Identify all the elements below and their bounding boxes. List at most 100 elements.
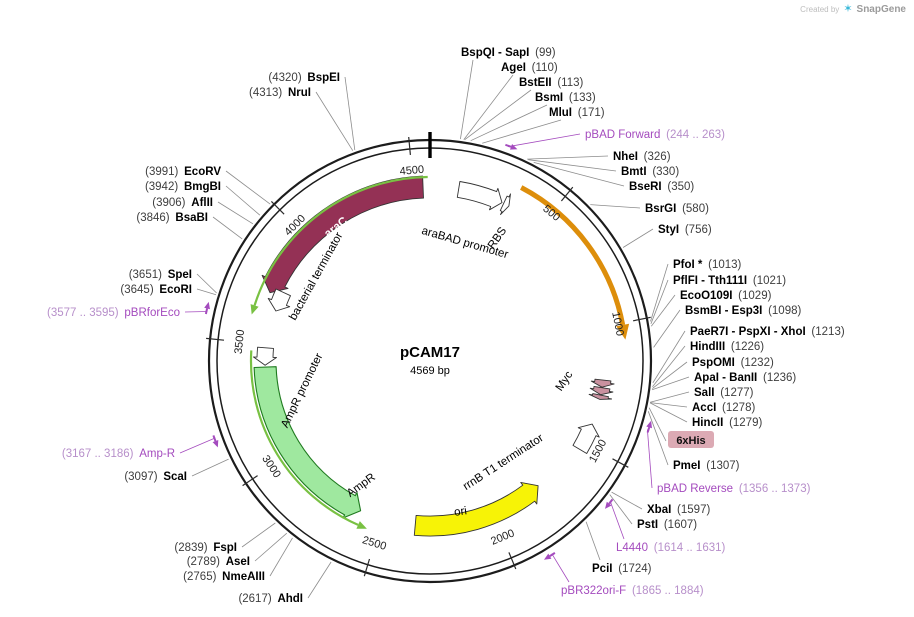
site-label-ecorv: (3991) EcoRV (145, 166, 221, 178)
feature-rbs (499, 193, 511, 216)
tick-mark (408, 136, 411, 155)
callout-line (652, 361, 688, 389)
callout-line (652, 345, 686, 387)
callout-line (533, 162, 625, 187)
feature-his-tag (588, 393, 613, 400)
callout-line (212, 216, 243, 240)
callout-line (653, 309, 681, 348)
site-label-nhei: NheI (326) (613, 151, 671, 163)
tick-label: 500 (540, 203, 562, 224)
site-label-bspqi-sapi: BspQI - SapI (99) (461, 47, 556, 59)
callout-line (179, 437, 216, 454)
feature-arc-orf (520, 185, 626, 326)
primer-arrow-amp-r (212, 435, 217, 442)
feature-bacterial-terminator (267, 288, 291, 312)
callout-line (650, 279, 669, 324)
feature-label-ampr-promoter: AmpR promoter (279, 351, 325, 429)
primer-arrowhead-pbrforeco (204, 301, 210, 310)
site-label-hincii: HincII (1279) (692, 417, 762, 429)
tick-label: 3500 (233, 329, 247, 355)
site-label-bsrgi: BsrGI (580) (645, 203, 709, 215)
primer-label-pbr322ori-f: pBR322ori-F (1865 .. 1884) (561, 585, 704, 597)
feature-rrnb-t1-terminator (572, 423, 600, 454)
feature-arc-ampr-gene-arc (249, 350, 359, 526)
feature-label-rrnb-t1-terminator: rrnB T1 terminator (461, 432, 546, 493)
primer-arrow-pbad-forward (505, 143, 512, 148)
callout-line (217, 201, 254, 225)
callout-line (460, 59, 474, 140)
callout-line (184, 311, 208, 313)
feature-myc-1 (590, 378, 615, 388)
site-label-bspei: (4320) BspEI (268, 72, 340, 84)
feature-arrowhead-orf (616, 323, 630, 340)
callout-line (254, 532, 288, 562)
callout-line (344, 76, 356, 151)
his-tag-label-box (668, 431, 714, 448)
site-label-mlui: MluI (171) (549, 107, 605, 119)
tick-mark (242, 475, 258, 487)
callout-line (241, 522, 276, 548)
site-label-hindiii: HindIII (1226) (690, 341, 764, 353)
callout-line (269, 537, 293, 577)
callout-line (527, 155, 609, 160)
callout-line (507, 133, 581, 148)
tick-label: 1000 (609, 311, 626, 337)
primer-label-pbad-forward: pBAD Forward (244 .. 263) (585, 129, 725, 141)
site-label-bsmbi-esp3i: BsmBI - Esp3I (1098) (685, 305, 801, 317)
primer-arrow-l4440 (608, 498, 614, 505)
primer-label-pbrforeco: (3577 .. 3595) pBRforEco (47, 307, 180, 319)
feature-ampr-promoter (253, 346, 277, 366)
tick-label: 4500 (399, 164, 425, 178)
feature-ori (413, 481, 539, 537)
site-label-sali: SalI (1277) (694, 387, 754, 399)
site-label-xbai: XbaI (1597) (647, 504, 710, 516)
site-label-bsteii: BstEII (113) (519, 77, 584, 89)
callout-line (622, 228, 654, 248)
site-label-pcii: PciI (1724) (592, 563, 652, 575)
site-label-styi: StyI (756) (658, 224, 712, 236)
tick-mark (206, 337, 225, 341)
callout-line (650, 402, 688, 408)
callout-line (590, 204, 641, 209)
site-label-acci: AccI (1278) (692, 402, 755, 414)
callout-line (650, 263, 669, 322)
callout-line (647, 429, 653, 489)
callout-line (528, 159, 617, 172)
site-label-pfoi: PfoI * (1013) (673, 259, 742, 271)
feature-arrowhead-ampr-gene-arc (356, 521, 367, 529)
primer-label-l4440: L4440 (1614 .. 1631) (616, 542, 726, 554)
callout-line (651, 376, 690, 391)
primer-arrow-pbad-reverse (646, 427, 651, 433)
watermark: Created by ✶ SnapGene (800, 4, 906, 16)
primer-arrowhead-amp-r (212, 440, 219, 448)
feature-ampr (253, 366, 362, 519)
callout-line (196, 288, 217, 296)
site-label-paer7i-pspxi-xhoi: PaeR7I - PspXI - XhoI (1213) (690, 326, 845, 338)
plasmid-ring-inner (216, 147, 644, 575)
feature-arc-araC-gene-arc (253, 175, 428, 306)
tick-mark (632, 316, 651, 322)
site-label-nrui: (4313) NruI (249, 87, 311, 99)
callout-line (225, 170, 271, 205)
site-label-bseri: BseRI (350) (629, 181, 694, 193)
tick-label: 2500 (361, 534, 388, 553)
site-label-nmeaiii: (2765) NmeAIII (183, 571, 265, 583)
callout-line (470, 104, 548, 142)
tick-label: 2000 (489, 527, 516, 547)
callout-line (464, 89, 532, 141)
callout-line (609, 494, 633, 525)
feature-label-ori: ori (453, 505, 467, 519)
tick-mark (270, 200, 285, 215)
primer-arrowhead-l4440 (605, 501, 612, 509)
site-label-bsabi: (3846) BsaBI (136, 212, 208, 224)
plasmid-title: pCAM17 (400, 344, 460, 361)
primer-label-pbad-reverse: pBAD Reverse (1356 .. 1373) (657, 483, 811, 495)
site-label-ahdi: (2617) AhdI (238, 593, 303, 605)
site-label-pspomi: PspOMI (1232) (692, 357, 774, 369)
primer-arrowhead-pbad-forward (510, 144, 518, 150)
tick-mark (508, 552, 517, 570)
callout-line (585, 521, 601, 561)
callout-line (611, 491, 643, 510)
feature-label-ampr: AmpR (345, 471, 378, 499)
